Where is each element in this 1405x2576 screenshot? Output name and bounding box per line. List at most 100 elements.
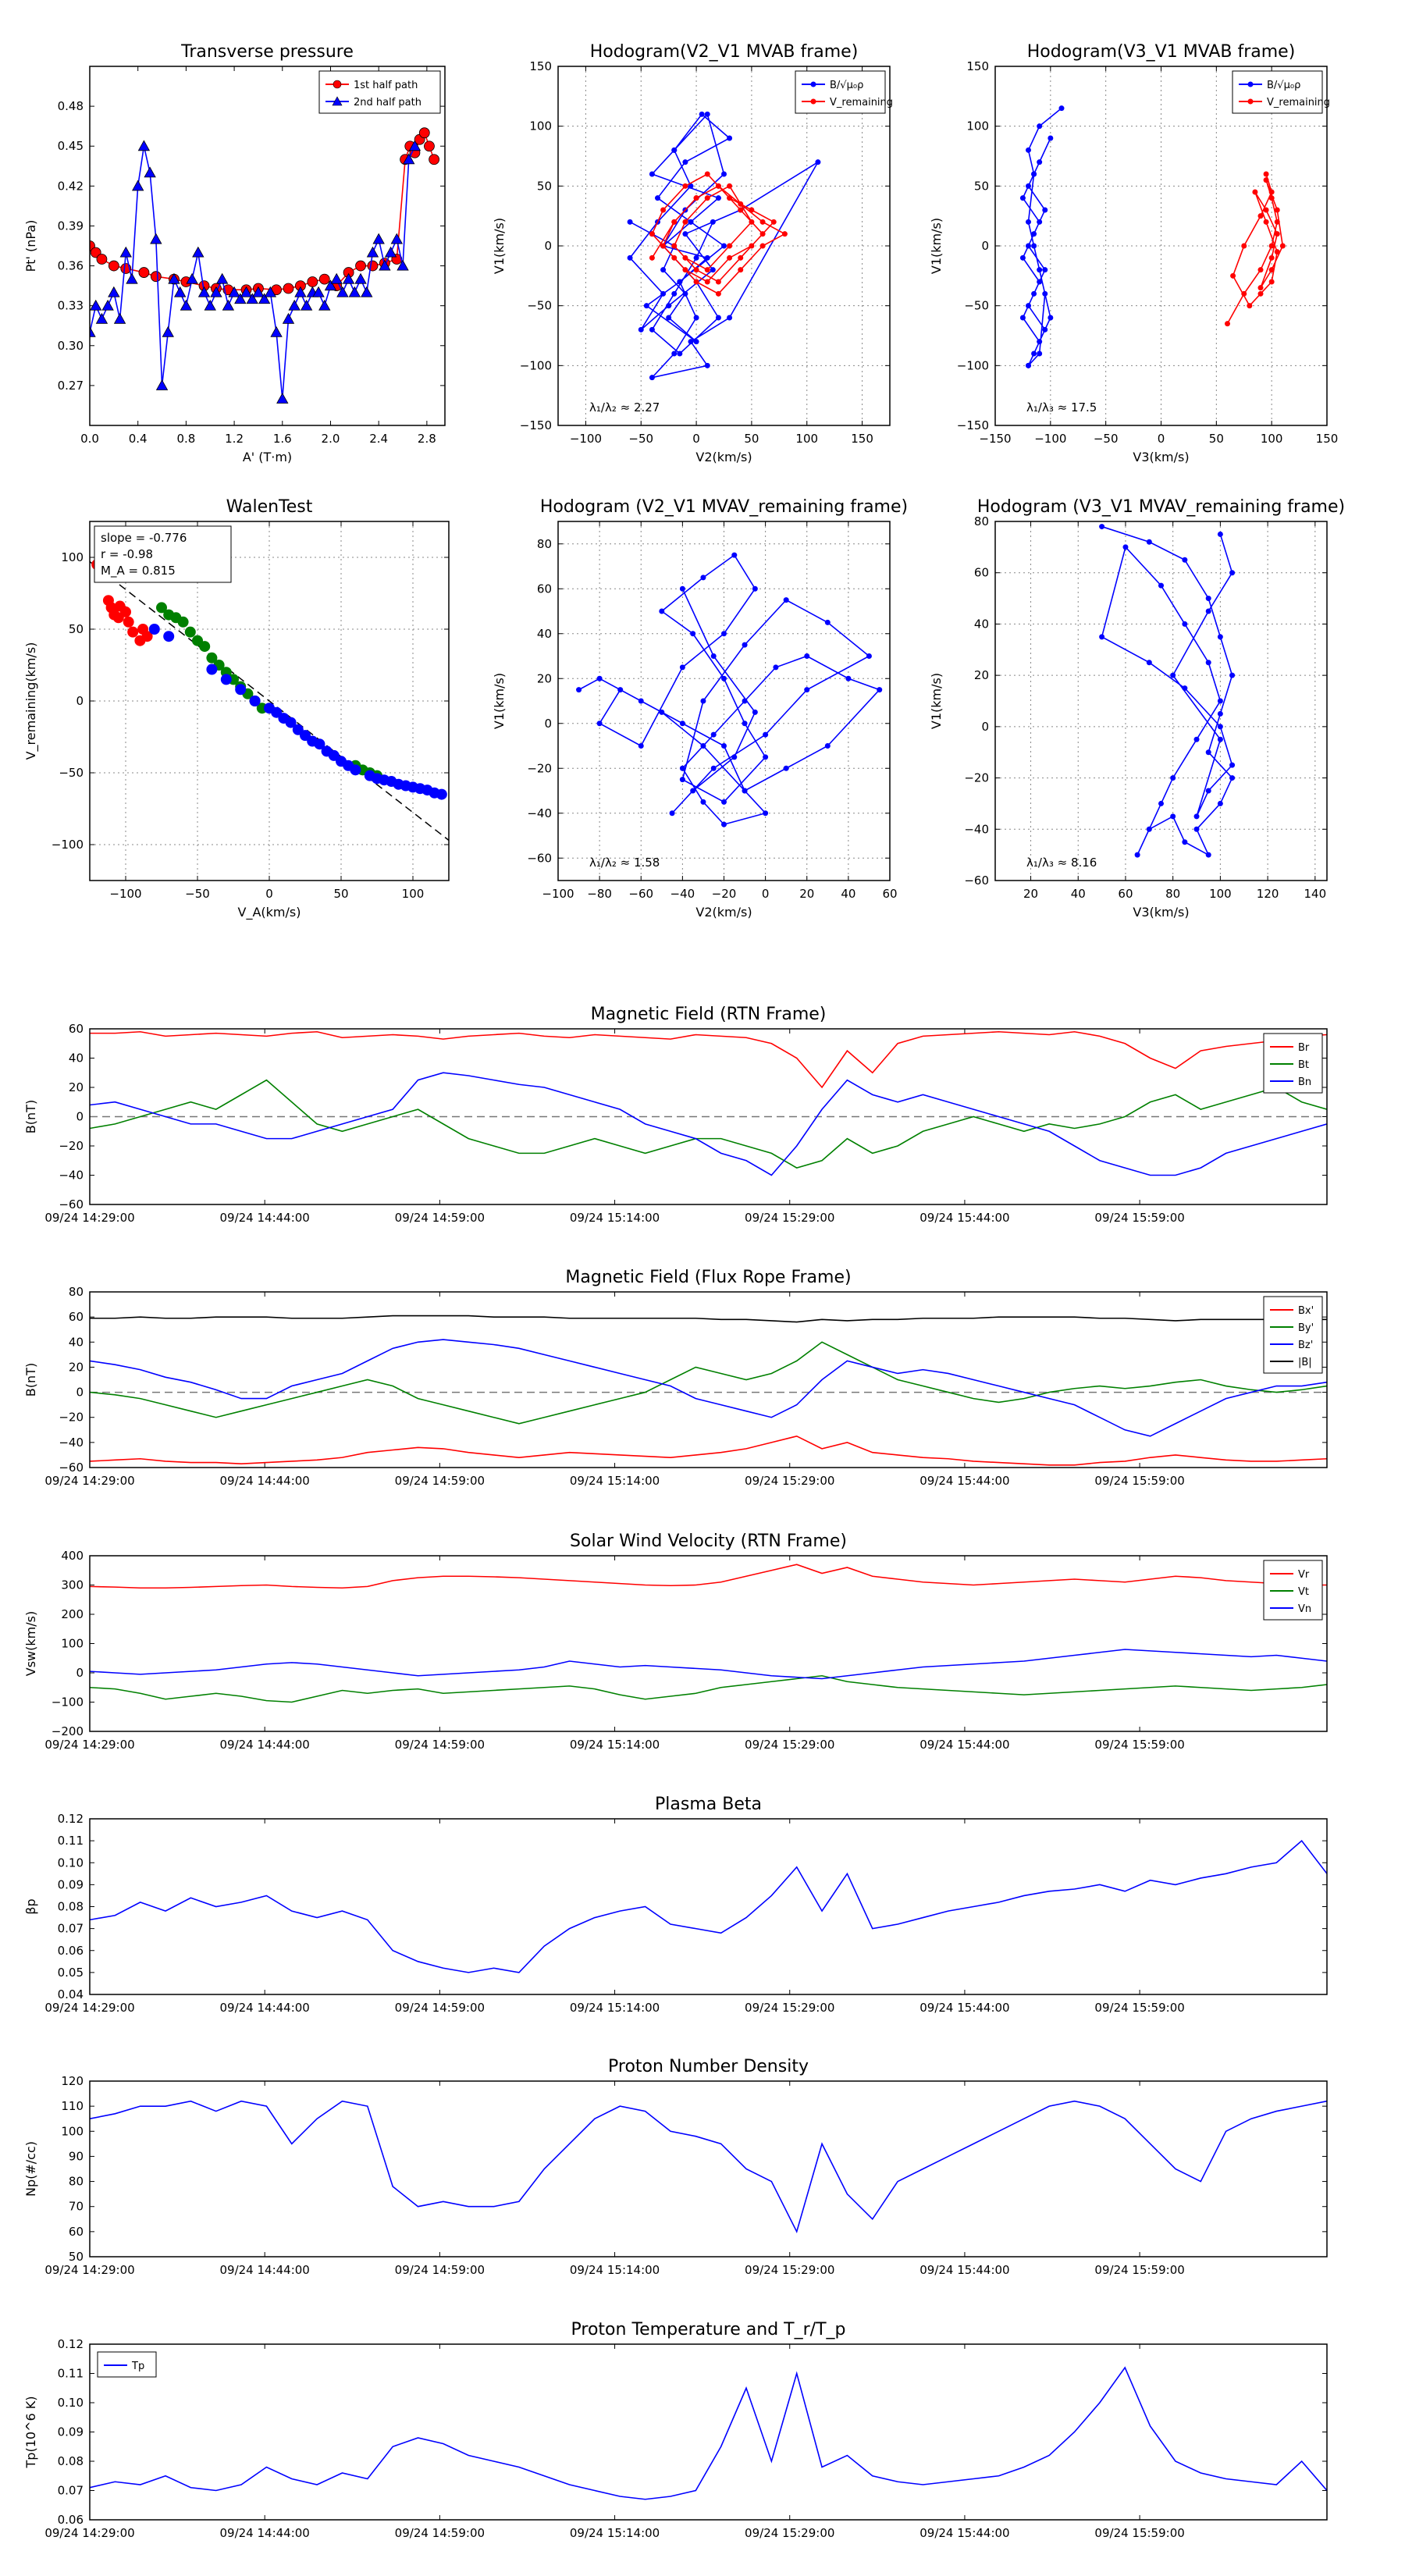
data-point [1263,207,1269,213]
legend-label: Tp [131,2361,144,2372]
x-tick-label: 60 [882,887,897,901]
data-point [1252,189,1258,195]
data-point [1048,315,1054,321]
data-point [108,260,119,272]
data-point [1019,195,1026,201]
data-point [1031,171,1037,177]
x-tick-label: 09/24 14:29:00 [44,2526,134,2540]
y-tick-label: 0 [76,694,84,708]
data-point [763,754,769,760]
data-point [1158,582,1164,589]
data-point [318,273,330,285]
x-tick-label: 0.8 [176,432,195,446]
data-point [150,233,162,244]
data-point [1042,207,1048,213]
y-tick-label: 200 [61,1607,84,1621]
chart-beta: Plasma Beta 0.04 0.05 0.06 0.07 0.08 0.09 0.10 0… [23,1795,1328,2015]
y-tick-label: 150 [529,59,552,73]
data-point [749,243,755,249]
data-point [727,243,733,249]
y-tick-label: 0.12 [58,1812,84,1826]
data-point [693,254,699,261]
chart-hodo2: Hodogram(V3_V1 MVAB frame) −150 −100 −50 0 50… [929,42,1338,464]
data-point [330,272,343,284]
data-point [1042,267,1048,273]
x-tick-label: 09/24 15:44:00 [919,1211,1009,1225]
x-axis-label: V3(km/s) [1133,905,1189,920]
x-tick-label: 40 [841,887,855,901]
x-tick-label: 100 [795,432,818,446]
y-tick-label: 0 [544,717,552,731]
y-tick-label: 0.27 [58,379,84,393]
y-tick-label: −50 [964,299,989,313]
plot-area [90,1819,1327,1994]
x-tick-label: 09/24 15:29:00 [745,1738,834,1752]
ratio-annotation: λ₁/λ₃ ≈ 8.16 [1026,856,1097,870]
data-point [1031,243,1037,249]
x-tick-label: −150 [979,432,1011,446]
y-tick-label: −40 [964,822,989,836]
y-tick-label: 50 [69,2250,84,2264]
data-point [102,595,114,607]
data-point [246,293,258,304]
data-point [727,254,733,261]
y-axis-label: B(nT) [23,1100,38,1133]
x-tick-label: 09/24 14:44:00 [219,2526,309,2540]
x-tick-label: 09/24 14:44:00 [219,1211,309,1225]
x-tick-label: −80 [587,887,612,901]
y-axis-label: Pt' (nPa) [23,220,38,272]
data-point [1182,621,1188,627]
chart-bfr: Magnetic Field (Flux Rope Frame) −60 −40 −2… [23,1268,1328,1488]
fit-line [90,560,449,841]
data-point [596,720,603,727]
data-point [1205,608,1211,614]
data-point [1099,524,1105,530]
x-tick-label: 80 [1165,887,1180,901]
data-point [688,183,694,189]
chart-title: Proton Temperature and T_r/T_p [571,2320,846,2339]
plot-area [995,521,1327,881]
data-point [671,290,678,297]
data-point [1230,272,1236,279]
x-tick-label: 09/24 15:44:00 [919,1738,1009,1752]
data-point [721,799,727,805]
data-point [749,219,755,225]
data-point [699,111,705,117]
y-tick-label: 20 [69,1360,84,1374]
x-tick-label: 100 [402,887,425,901]
data-point [1026,183,1031,189]
data-point [671,219,678,225]
chart-walen: WalenTest −100 −50 0 50 100 −100 −50 0 50 100 V_A(k… [23,497,450,920]
data-point [192,246,205,258]
y-axis-label: βp [23,1898,38,1914]
plot-frame [89,2343,1328,2521]
data-point [137,140,151,151]
x-tick-label: 50 [744,432,759,446]
data-point [1217,634,1223,640]
data-point [715,183,721,189]
data-point [1193,736,1200,742]
data-point [1170,672,1176,678]
fit-stats-box: slope = -0.776 r = -0.98 M_A = 0.815 [94,525,232,583]
legend-label: Br [1298,1042,1310,1054]
x-tick-label: 09/24 15:14:00 [570,1474,660,1488]
data-point [1205,596,1211,602]
data-point [804,687,810,693]
data-point [150,271,162,283]
data-point [742,642,748,648]
data-point [710,219,716,225]
data-point [1099,634,1105,640]
data-point [576,687,582,693]
y-axis-label: V1(km/s) [929,673,944,729]
y-tick-label: 0.06 [58,2513,84,2527]
plot-frame [557,521,891,881]
chart-title: WalenTest [226,497,313,517]
data-point [1146,826,1152,832]
y-tick-label: 0.12 [58,2337,84,2351]
data-point [1217,800,1223,806]
data-point [95,312,108,324]
x-tick-label: 09/24 15:29:00 [745,2001,834,2015]
legend-label: Bx' [1298,1305,1314,1317]
data-point [759,243,766,249]
y-tick-label: −100 [520,358,552,372]
